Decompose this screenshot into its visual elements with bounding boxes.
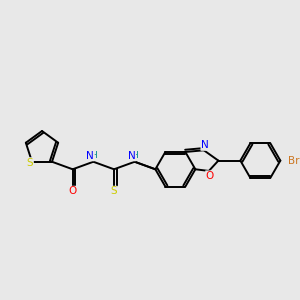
Text: H: H xyxy=(90,151,97,160)
Text: O: O xyxy=(206,171,214,181)
Text: N: N xyxy=(201,140,209,150)
Text: N: N xyxy=(128,151,136,161)
Text: S: S xyxy=(27,158,33,168)
Text: S: S xyxy=(111,186,117,196)
Text: O: O xyxy=(68,186,77,196)
Text: N: N xyxy=(86,151,94,161)
Text: Br: Br xyxy=(288,156,299,166)
Text: H: H xyxy=(131,151,138,160)
